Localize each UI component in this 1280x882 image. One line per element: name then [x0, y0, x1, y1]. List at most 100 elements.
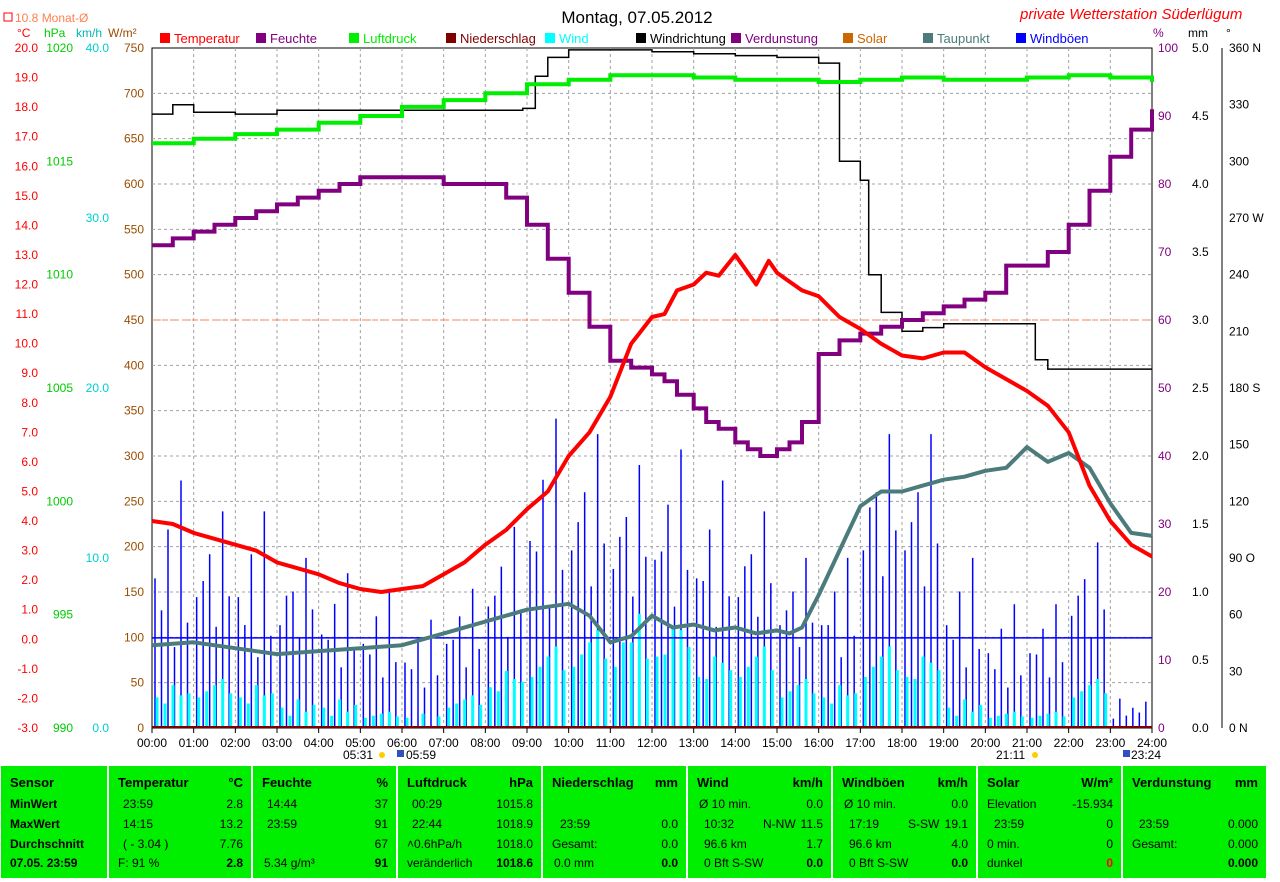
- temp-tick-label: 8.0: [21, 396, 38, 410]
- precip-tick-label: 5.0: [1192, 41, 1209, 55]
- panel-sensor: Sensor MinWert MaxWert Durchschnitt 07.0…: [0, 766, 107, 878]
- solar-max-value: 0: [1106, 817, 1113, 831]
- pressure-tick-label: 995: [53, 608, 73, 622]
- solar-title: Solar: [987, 775, 1020, 790]
- sunrise-label: 05:31: [343, 748, 373, 762]
- panel-temperatur: Temperatur °C 23:59 2.8 14:15 13.2 ( - 3…: [108, 766, 251, 878]
- precip-tick-label: 3.0: [1192, 313, 1209, 327]
- x-tick-label: 24:00: [1137, 736, 1167, 750]
- unit-pressure: hPa: [44, 26, 66, 40]
- wind-min-value: 0.0: [806, 797, 823, 811]
- legend-label: Verdunstung: [745, 31, 818, 46]
- temp-tick-label: 16.0: [15, 159, 39, 173]
- legend-label: Windrichtung: [650, 31, 726, 46]
- temp-tick-label: 10.0: [15, 337, 39, 351]
- legend-swatch: [923, 33, 933, 43]
- legend-swatch: [349, 33, 359, 43]
- humidity-tick-label: 80: [1158, 177, 1172, 191]
- solar-tick-label: 400: [124, 358, 144, 372]
- wind-title: Wind: [697, 775, 729, 790]
- wind-unit: km/h: [792, 775, 823, 790]
- humidity-tick-label: 60: [1158, 313, 1172, 327]
- solar-min-time: Elevation: [987, 797, 1037, 811]
- legend-swatch: [160, 33, 170, 43]
- verdunstung-max-value: 0.000: [1227, 817, 1258, 831]
- windboeen-max-value: 19.1: [944, 817, 968, 831]
- x-tick-label: 22:00: [1054, 736, 1084, 750]
- moonrise-label: 05:59: [406, 748, 436, 762]
- humidity-tick-label: 90: [1158, 109, 1172, 123]
- solar-tick-label: 50: [131, 676, 145, 690]
- solar-current-note: dunkel: [987, 856, 1023, 870]
- solar-tick-label: 250: [124, 494, 144, 508]
- wind-current-note: 0 Bft S-SW: [704, 856, 764, 870]
- sunset-label: 21:11: [996, 748, 1025, 762]
- legend-label: Luftdruck: [363, 31, 417, 46]
- niederschlag-avg-note: Gesamt:: [552, 837, 598, 851]
- legend-label: Wind: [559, 31, 589, 46]
- feuchte-min-value: 37: [374, 797, 388, 811]
- direction-tick-label: 150: [1229, 438, 1249, 452]
- x-tick-label: 14:00: [720, 736, 750, 750]
- pressure-tick-label: 990: [53, 721, 73, 735]
- temperatur-current-note: F: 91 %: [118, 856, 160, 870]
- verdunstung-avg-value: 0.000: [1227, 837, 1258, 851]
- x-tick-label: 07:00: [429, 736, 459, 750]
- luftdruck-min-value: 1015.8: [496, 797, 533, 811]
- grid: [151, 47, 1153, 729]
- temp-tick-label: 6.0: [21, 455, 38, 469]
- x-tick-label: 18:00: [887, 736, 917, 750]
- solar-tick-label: 100: [124, 630, 144, 644]
- row-label-min: MinWert: [10, 797, 58, 811]
- panel-feuchte: Feuchte % 14:44 37 23:59 91 67 5.34 g/m³…: [252, 766, 396, 878]
- legend-swatch: [256, 33, 266, 43]
- wind-avg-note: 96.6 km: [704, 837, 747, 851]
- solar-tick-label: 350: [124, 404, 144, 418]
- humidity-tick-label: 10: [1158, 653, 1172, 667]
- windboeen-avg-value: 4.0: [951, 837, 968, 851]
- direction-tick-label: 120: [1229, 494, 1249, 508]
- solar-unit: W/m²: [1081, 775, 1113, 790]
- sunset-icon: [1032, 752, 1038, 758]
- series-line-taupunkt: [151, 445, 1153, 657]
- niederschlag-max-time: 23:59: [560, 817, 591, 831]
- solar-tick-label: 500: [124, 268, 144, 282]
- feuchte-max-time: 23:59: [267, 817, 298, 831]
- verdunstung-max-time: 23:59: [1139, 817, 1170, 831]
- x-tick-label: 09:00: [512, 736, 542, 750]
- temp-tick-label: 17.0: [15, 130, 39, 144]
- legend-swatch: [731, 33, 741, 43]
- solar-min-value: -15.934: [1072, 797, 1113, 811]
- x-tick-label: 01:00: [179, 736, 209, 750]
- temp-tick-label: -3.0: [17, 721, 38, 735]
- solar-current-value: 0: [1106, 856, 1113, 870]
- left-axes: -3.0 -2.0 -1.0 0.0 1.0 2.0 3.0 4.0 5.0 6.0 7.0 8.0 9…: [15, 41, 145, 735]
- temperatur-title: Temperatur: [118, 775, 189, 790]
- solar-tick-label: 0: [137, 721, 144, 735]
- humidity-tick-label: 30: [1158, 517, 1172, 531]
- direction-tick-label: 300: [1229, 154, 1249, 168]
- unit-humidity: %: [1153, 26, 1164, 40]
- niederschlag-current-note: 0.0 mm: [554, 856, 595, 870]
- direction-tick-label: 270 W: [1229, 211, 1264, 225]
- solar-max-time: 23:59: [994, 817, 1025, 831]
- feuchte-max-value: 91: [374, 817, 388, 831]
- temp-tick-label: 3.0: [21, 544, 38, 558]
- moonrise-icon: [397, 750, 404, 757]
- niederschlag-max-value: 0.0: [661, 817, 678, 831]
- luftdruck-avg-value: 1018.0: [496, 837, 533, 851]
- temp-tick-label: 7.0: [21, 425, 38, 439]
- verdunstung-avg-note: Gesamt:: [1132, 837, 1178, 851]
- x-tick-label: 11:00: [596, 736, 625, 750]
- row-label-current: 07.05. 23:59: [10, 856, 78, 870]
- moonset-icon: [1123, 750, 1130, 757]
- solar-avg-note: 0 min.: [987, 837, 1020, 851]
- precip-tick-label: 3.5: [1192, 245, 1209, 259]
- luftdruck-current-value: 1018.6: [496, 856, 533, 870]
- humidity-tick-label: 40: [1158, 449, 1172, 463]
- series-line-temperatur: [151, 253, 1153, 594]
- luftdruck-max-value: 1018.9: [496, 817, 533, 831]
- x-tick-label: 17:00: [845, 736, 875, 750]
- monthly-avg-checkbox[interactable]: [3, 12, 13, 22]
- sensor-table: Sensor MinWert MaxWert Durchschnitt 07.0…: [0, 762, 1280, 882]
